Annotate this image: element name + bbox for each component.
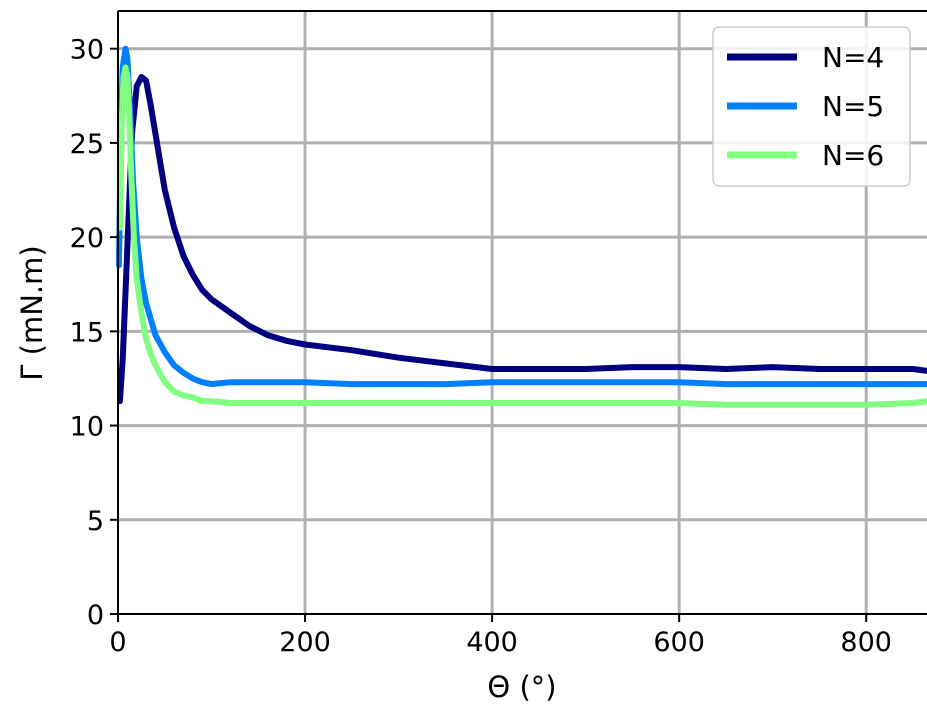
x-tick-label: 800 <box>840 627 892 658</box>
y-axis-title: Γ (mN.m) <box>15 245 49 380</box>
x-tick-label: 200 <box>279 627 331 658</box>
y-tick-label: 5 <box>87 506 104 537</box>
series-lines <box>115 45 927 408</box>
y-tick-label: 15 <box>70 317 104 348</box>
legend: N=4 N=5 N=6 <box>712 26 911 187</box>
legend-label: N=5 <box>822 90 884 123</box>
x-tick-label: 400 <box>466 627 518 658</box>
x-axis-title: Θ (°) <box>487 670 556 704</box>
y-tick-label: 0 <box>87 600 104 631</box>
series-line-N=4 <box>116 74 927 405</box>
legend-label: N=4 <box>822 41 884 74</box>
legend-box <box>712 26 911 187</box>
legend-label: N=6 <box>822 139 884 172</box>
x-tick-label: 0 <box>109 627 126 658</box>
y-tick-label: 10 <box>70 412 104 443</box>
x-tick-label: 600 <box>653 627 705 658</box>
y-tick-label: 30 <box>70 35 104 66</box>
series-line-N=6 <box>116 64 927 408</box>
y-tick-label: 25 <box>70 129 104 160</box>
axes <box>117 10 927 615</box>
y-tick-label: 20 <box>70 223 104 254</box>
ticks: 0 200 400 600 800 0 5 10 15 20 25 30 <box>70 35 892 658</box>
